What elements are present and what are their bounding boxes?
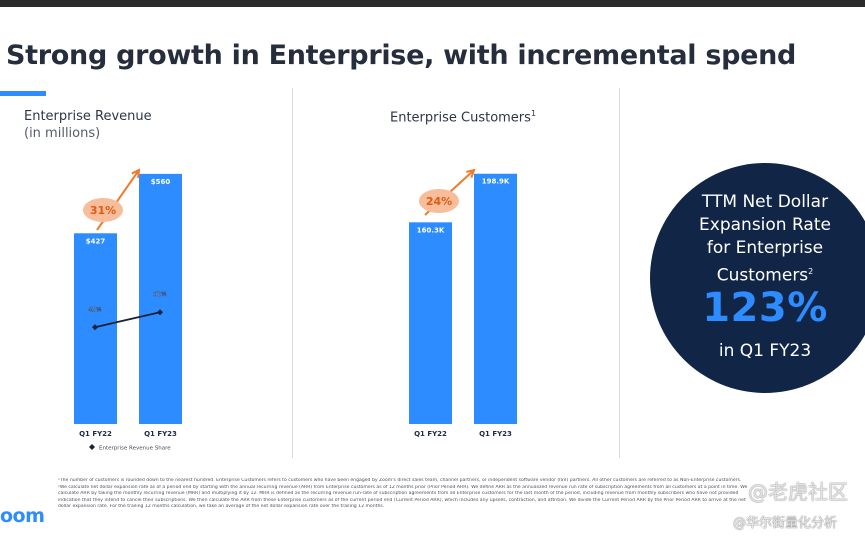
watermark-sub: @华尔街量化分析 [733, 516, 838, 531]
footnotes: ¹The number of customers is rounded down… [58, 478, 858, 511]
footnote-2-line-4: dollar expansion rate. For the trailing … [58, 504, 385, 510]
revenue-panel-title: Enterprise Revenue [24, 109, 152, 124]
customers-bar-q1-fy22 [409, 222, 452, 424]
revenue-category-label-q1-fy22: Q1 FY22 [79, 430, 112, 438]
watermark-main: @老虎社区 [748, 480, 848, 504]
footnote-1: ¹The number of customers is rounded down… [58, 478, 742, 483]
ndr-description: TTM Net Dollar Expansion Rate for Enterp… [650, 191, 865, 288]
slide-title: Strong growth in Enterprise, with increm… [6, 40, 797, 71]
revenue-bar-q1-fy23 [139, 173, 182, 424]
ndr-line-1: TTM Net Dollar [701, 192, 829, 212]
ndr-period: in Q1 FY23 [718, 341, 812, 361]
customers-panel-title: Enterprise Customers1 [390, 109, 536, 125]
top-bar [0, 0, 865, 7]
revenue-value-label-q1-fy22: $427 [86, 237, 106, 245]
customers-chart: 160.3K 198.9K Q1 FY22 Q1 FY23 24% [409, 168, 517, 438]
share-diamond-icon [157, 309, 163, 316]
ndr-line-4: Customers [716, 265, 809, 286]
customers-bar-q1-fy23 [474, 173, 517, 424]
revenue-value-label-q1-fy23: $560 [151, 178, 171, 186]
revenue-legend: Enterprise Revenue Share [89, 444, 171, 452]
customers-category-label-q1-fy22: Q1 FY22 [414, 430, 447, 438]
customers-value-label-q1-fy22: 160.3K [417, 226, 445, 234]
revenue-share-line [94, 311, 161, 329]
customers-value-label-q1-fy23: 198.9K [482, 178, 510, 186]
revenue-share-label-q1-fy23: 52% [153, 291, 167, 298]
share-diamond-icon [92, 324, 98, 331]
zoom-logo: oom [0, 505, 45, 527]
panel-divider-left [292, 88, 293, 458]
customers-category-label-q1-fy23: Q1 FY23 [479, 430, 512, 438]
customers-growth-label: 24% [426, 195, 452, 208]
footnote-2-line-3: indication that they intend to cancel th… [58, 497, 746, 503]
title-accent-bar [0, 91, 46, 96]
panel-divider-right [619, 88, 620, 458]
customers-title-footnote: 1 [530, 109, 537, 118]
ndr-line-3: for Enterprise [706, 238, 824, 258]
arrow-head [131, 168, 141, 179]
ndr-line-2: Expansion Rate [699, 215, 831, 235]
revenue-chart: $427 $560 Q1 FY22 Q1 FY23 45% 52% 31% En… [74, 168, 182, 452]
ndr-footnote-marker: 2 [808, 267, 814, 276]
revenue-legend-label: Enterprise Revenue Share [99, 446, 171, 452]
legend-diamond-icon [89, 444, 95, 450]
arrow-head [465, 168, 476, 178]
revenue-share-label-q1-fy22: 45% [88, 306, 102, 313]
revenue-share-point-q1-fy23 [157, 309, 163, 316]
revenue-share-label-bg-q1-fy22 [89, 305, 101, 314]
revenue-growth-label: 31% [90, 204, 116, 217]
revenue-share-label-bg-q1-fy23 [154, 290, 166, 299]
revenue-share-point-q1-fy22 [92, 324, 98, 331]
revenue-panel-subtitle: (in millions) [24, 126, 101, 141]
customers-growth-badge [419, 189, 459, 213]
revenue-growth-badge [83, 198, 123, 222]
customers-title-text: Enterprise Customers [390, 110, 531, 126]
revenue-category-label-q1-fy23: Q1 FY23 [144, 430, 177, 438]
footnote-2-line-1: ²We calculate net dollar expansion rate … [58, 484, 748, 490]
ndr-value: 123% [702, 285, 828, 331]
ndr-circle: TTM Net Dollar Expansion Rate for Enterp… [650, 163, 865, 393]
ndr-line-4-wrap: Customers2 [650, 260, 865, 288]
footnote-2-line-2: calculate ARR by taking the monthly recu… [58, 491, 739, 497]
